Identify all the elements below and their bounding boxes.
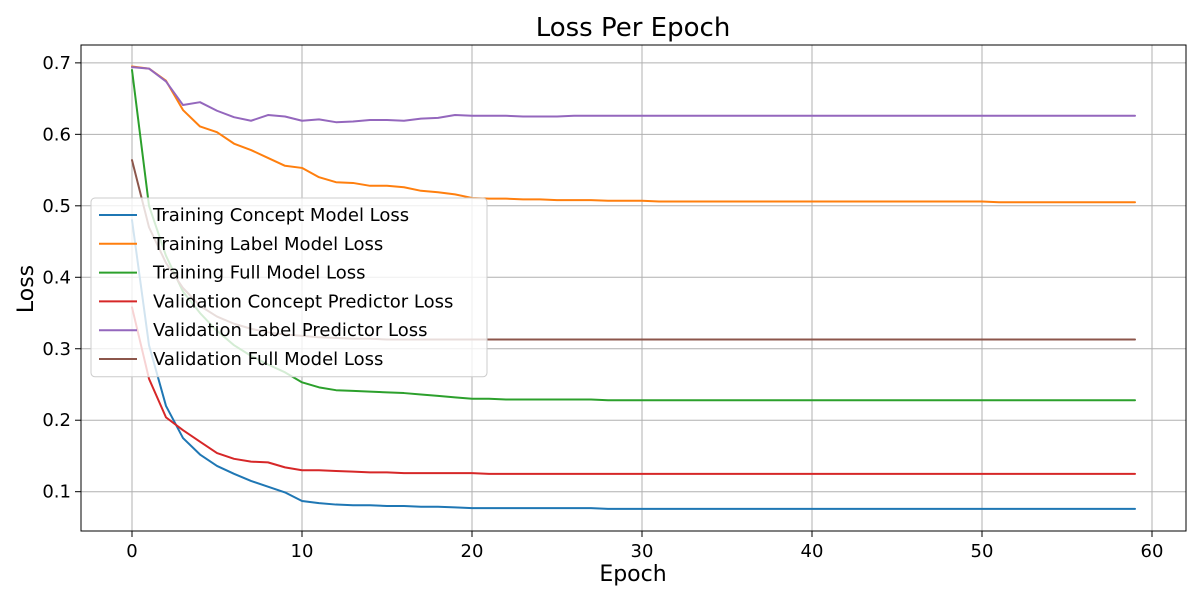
x-tick-label: 50 — [971, 541, 994, 562]
legend-label: Validation Full Model Loss — [153, 349, 383, 370]
legend-label: Training Full Model Loss — [152, 263, 366, 284]
x-tick-label: 60 — [1141, 541, 1164, 562]
ticks-layer: 0 10 20 30 40 50 60 0.1 0.2 0.3 0.4 0.5 0.6 0.7 — [42, 53, 1163, 562]
x-tick-label: 0 — [126, 541, 137, 562]
legend-label: Validation Label Predictor Loss — [153, 320, 428, 341]
chart-title: Loss Per Epoch — [536, 13, 731, 43]
y-tick-label: 0.7 — [42, 53, 71, 74]
y-tick-label: 0.1 — [42, 482, 71, 503]
y-tick-label: 0.6 — [42, 124, 71, 145]
series-layer — [131, 65, 1136, 510]
x-tick-label: 20 — [461, 541, 484, 562]
x-axis-title: Epoch — [599, 562, 666, 587]
legend-label: Training Concept Model Loss — [152, 205, 409, 226]
x-tick-label: 30 — [631, 541, 654, 562]
y-tick-label: 0.5 — [42, 196, 71, 217]
series-line-training-label-model-loss — [131, 65, 1136, 204]
legend-label: Validation Concept Predictor Loss — [153, 291, 453, 312]
y-tick-label: 0.2 — [42, 410, 71, 431]
y-tick-label: 0.3 — [42, 339, 71, 360]
x-tick-label: 40 — [801, 541, 824, 562]
x-tick-label: 10 — [291, 541, 314, 562]
y-tick-label: 0.4 — [42, 267, 71, 288]
series-line-validation-label-predictor-loss — [131, 66, 1136, 124]
series-line-training-full-model-loss — [131, 69, 1136, 402]
plot-frame — [80, 44, 1187, 532]
legend-box — [90, 197, 488, 378]
legend-label: Training Label Model Loss — [152, 234, 383, 255]
series-line-validation-concept-predictor-loss — [131, 306, 1136, 475]
series-line-training-concept-model-loss — [131, 219, 1136, 510]
legend: Training Concept Model Loss Training Labe… — [90, 197, 488, 378]
y-axis-title: Loss — [14, 265, 39, 313]
